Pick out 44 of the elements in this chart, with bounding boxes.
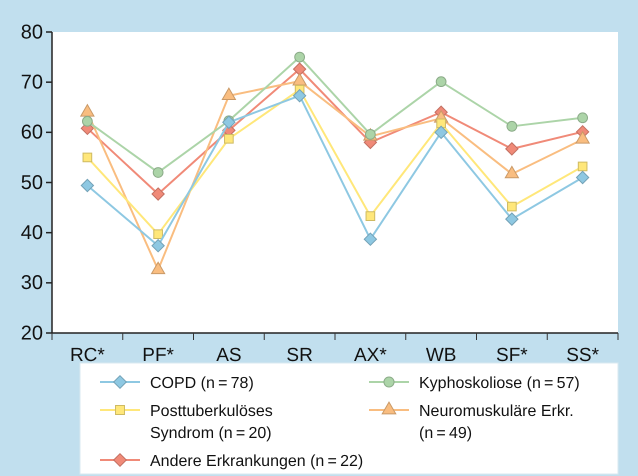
x-tick-label: RC*: [70, 345, 106, 366]
x-tick-label: SR: [286, 345, 313, 366]
x-tick-label: AX*: [354, 345, 388, 366]
x-tick-label: WB: [426, 345, 456, 366]
point: [152, 167, 164, 178]
point: [364, 232, 377, 246]
y-tick-label: 80: [20, 21, 43, 44]
legend-label: Andere Erkrankungen (n = 22): [150, 453, 364, 470]
point: [152, 239, 165, 252]
y-tick-label: 40: [20, 222, 43, 244]
point: [366, 211, 376, 221]
point: [577, 112, 588, 124]
point: [294, 52, 306, 62]
point: [152, 187, 165, 201]
point: [293, 62, 306, 76]
point: [222, 116, 236, 129]
x-tick-label: PF*: [142, 345, 175, 366]
x-tick-label: SS*: [566, 345, 600, 366]
point: [506, 120, 518, 132]
point: [436, 118, 446, 128]
point: [82, 116, 93, 127]
point: [224, 134, 234, 144]
legend-label: Posttuberkulöses Syndrom (n = 20): [150, 403, 273, 442]
point: [436, 76, 447, 88]
point: [293, 89, 306, 102]
point: [505, 212, 518, 226]
x-tick-label: SF*: [496, 345, 528, 366]
point: [576, 170, 590, 184]
legend-label: Kyphoskoliose (n = 57): [419, 375, 580, 392]
point: [153, 229, 163, 239]
point: [507, 202, 517, 212]
point: [82, 152, 92, 162]
y-tick-label: 60: [20, 122, 43, 144]
point: [434, 126, 448, 139]
y-tick-label: 70: [20, 72, 43, 94]
legend-label: COPD (n = 78): [150, 375, 254, 392]
point: [578, 162, 588, 172]
y-tick-label: 20: [20, 322, 43, 344]
x-tick-label: AS: [216, 345, 242, 366]
point: [80, 178, 94, 192]
point: [505, 142, 518, 156]
y-tick-label: 30: [20, 272, 43, 294]
legend-label: Neuromuskuläre Erkr. (n = 49): [419, 403, 574, 442]
y-tick-label: 50: [20, 172, 43, 194]
